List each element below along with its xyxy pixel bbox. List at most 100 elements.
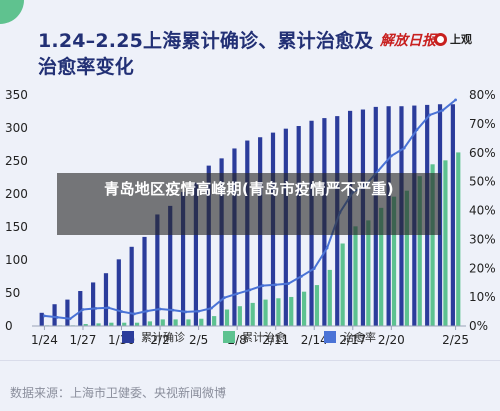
y-left-tick-label: 200 — [5, 187, 28, 201]
bar-cured — [237, 306, 242, 326]
bar-confirmed — [155, 214, 160, 326]
y-left-tick-label: 150 — [5, 220, 28, 234]
footer-divider — [0, 360, 500, 361]
rate-point — [184, 310, 188, 314]
data-source: 数据来源：上海市卫健委、央视新闻微博 — [10, 386, 227, 400]
bar-confirmed — [168, 205, 173, 326]
legend-label-cured: 累计治愈 — [242, 331, 286, 344]
rate-point — [299, 274, 303, 278]
bar-cured — [430, 164, 435, 326]
bar-cured — [186, 319, 191, 326]
rate-point — [120, 310, 123, 313]
y-right-tick-label: 70% — [469, 117, 496, 131]
jiefang-daily-logo: 解放日报 — [380, 33, 436, 49]
rate-point — [312, 267, 316, 270]
rate-point — [107, 306, 111, 310]
bar-cured — [147, 321, 153, 326]
x-tick-label: 1/24 — [31, 333, 58, 347]
bar-confirmed — [219, 158, 224, 326]
bar-confirmed — [78, 291, 83, 326]
rate-point — [274, 283, 278, 287]
y-left-tick-label: 350 — [5, 88, 28, 102]
bar-confirmed — [193, 182, 199, 326]
bar-cured — [276, 298, 281, 326]
bar-cured — [417, 176, 422, 326]
y-right-tick-label: 10% — [469, 290, 496, 304]
legend-label-confirmed: 累计确诊 — [141, 331, 185, 344]
bar-cured — [250, 302, 255, 326]
x-tick-label: 2/5 — [189, 333, 208, 347]
rate-point — [55, 315, 59, 319]
x-tick-label: 2/2 — [150, 333, 169, 347]
x-tick-label: 2/20 — [378, 333, 405, 347]
bar-confirmed — [129, 246, 134, 326]
bar-confirmed — [180, 192, 186, 326]
bar-cured — [327, 269, 332, 326]
chart-title: 1.24–2.25上海累计确诊、累计治愈及治愈率变化 — [38, 30, 374, 78]
bar-confirmed — [142, 236, 147, 326]
bar-cured — [340, 243, 345, 326]
rate-point — [81, 308, 85, 311]
bar-cured — [443, 160, 448, 326]
rate-point — [68, 317, 72, 321]
y-right-tick-label: 60% — [469, 146, 496, 160]
bar-cured — [96, 323, 101, 326]
caption-overlay-text: 青岛地区疫情高峰期(青岛市疫情严不严重) — [104, 180, 394, 198]
bar-confirmed — [116, 259, 121, 326]
y-left-tick-label: 100 — [5, 253, 28, 267]
rate-point — [222, 296, 226, 300]
bar-cured — [83, 324, 88, 326]
rate-point — [441, 108, 445, 112]
shangguan-logo: 上观 — [434, 30, 472, 48]
bar-cured — [224, 309, 230, 326]
rate-point — [415, 128, 419, 132]
y-left-tick-label: 300 — [5, 121, 28, 135]
x-axis: 1/241/271/302/22/52/82/112/142/172/202/2… — [31, 325, 469, 347]
bar-confirmed — [52, 304, 57, 326]
rate-point — [43, 314, 46, 318]
y-left-tick-label: 250 — [5, 154, 28, 168]
x-tick-label: 2/11 — [262, 333, 289, 347]
rate-point — [145, 309, 149, 313]
rate-point — [428, 113, 432, 117]
bar-cured — [301, 291, 307, 326]
bar-confirmed — [91, 282, 96, 326]
rate-point — [454, 98, 457, 102]
bar-cured — [122, 322, 127, 326]
bar-cured — [173, 319, 178, 326]
legend-item-cured: 累计治愈 — [223, 329, 286, 345]
legend-label-rate: 治愈率 — [343, 331, 376, 344]
x-tick-label: 2/17 — [339, 333, 366, 347]
bar-cured — [263, 299, 268, 326]
bar-cured — [109, 322, 114, 326]
bar-cured — [289, 296, 294, 326]
rate-point — [402, 146, 406, 150]
y-right-tick-label: 20% — [469, 261, 496, 275]
left-axis: 0 50 100 150 200 250 300 350 — [5, 88, 28, 333]
rate-point — [235, 292, 239, 296]
rate-point — [389, 154, 393, 158]
rate-point — [287, 282, 290, 285]
legend-item-confirmed: 累计确诊 — [122, 329, 185, 345]
bar-confirmed — [232, 148, 237, 326]
rate-point — [197, 309, 201, 313]
bar-cured — [134, 322, 140, 326]
bar-cured — [314, 285, 320, 326]
rate-point — [210, 306, 213, 310]
rate-point — [132, 312, 136, 316]
bar-confirmed — [65, 299, 70, 326]
chart-legend: 累计确诊 累计治愈 治愈率 — [122, 329, 414, 345]
y-right-tick-label: 30% — [469, 232, 496, 246]
shangguan-logo-icon — [434, 32, 447, 46]
legend-swatch-cured — [223, 331, 235, 343]
y-right-tick-label: 0% — [469, 319, 488, 333]
legend-swatch-rate — [324, 331, 336, 343]
bar-confirmed — [39, 312, 44, 326]
shangguan-logo-text: 上观 — [450, 33, 472, 46]
rate-point — [158, 307, 162, 311]
rate-point — [325, 246, 329, 250]
rate-point — [171, 308, 175, 312]
legend-swatch-confirmed — [122, 331, 134, 343]
x-tick-label: 2/25 — [442, 333, 469, 347]
bar-cured — [391, 196, 397, 326]
